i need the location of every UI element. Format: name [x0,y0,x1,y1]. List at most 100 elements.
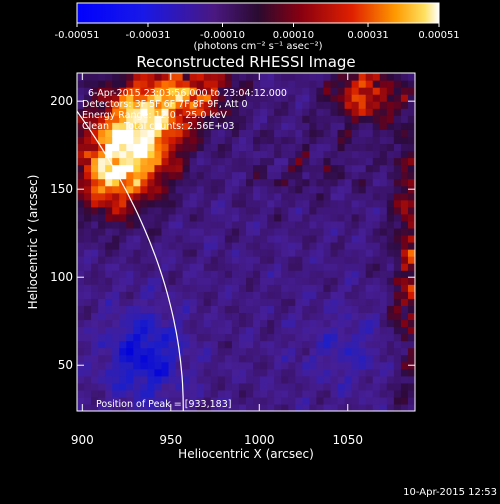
x-tick-label: 1050 [332,433,363,447]
heatmap-cell [161,129,170,137]
heatmap-cell [140,319,149,328]
heatmap-cell [400,80,409,88]
heatmap-cell [309,368,318,377]
heatmap-cell [386,312,395,321]
heatmap-cell [253,129,261,137]
heatmap-cell [351,256,360,264]
x-axis-label: Heliocentric X (arcsec) [178,447,314,461]
heatmap-cell [344,101,353,109]
heatmap-cell [126,73,134,81]
heatmap-cell [224,284,233,292]
heatmap-cell [281,101,289,109]
heatmap-cell [288,94,296,102]
heatmap-cell [288,185,296,194]
heatmap-cell [77,396,85,405]
heatmap-cell [316,178,325,187]
heatmap-cell [309,256,318,264]
heatmap-cell [365,178,374,187]
heatmap-cell [393,150,402,159]
heatmap-cell [274,403,282,411]
heatmap-cell [231,122,240,130]
heatmap-cell [105,249,113,257]
heatmap-cell [126,396,134,405]
heatmap-cell [77,249,85,257]
heatmap-cell [168,73,177,81]
heatmap-cell [189,150,198,159]
heatmap-cell [358,382,367,391]
heatmap-cell [161,291,170,299]
heatmap-cell [126,199,134,208]
heatmap-cell [365,403,374,411]
heatmap-cell [400,73,409,81]
heatmap-cell [400,164,409,173]
heatmap-cell [161,101,170,109]
heatmap-cell [323,361,332,370]
heatmap-cell [260,256,268,264]
heatmap-cell [112,157,120,166]
heatmap-cell [386,213,395,222]
heatmap-cell [133,242,141,250]
heatmap-cell [105,192,113,201]
heatmap-cell [133,108,141,116]
heatmap-cell [217,389,226,398]
heatmap-cell [351,375,360,384]
heatmap-cell [140,361,149,370]
heatmap-cell [267,291,275,299]
heatmap-cell [358,333,367,342]
heatmap-cell [182,129,191,137]
heatmap-cell [372,347,381,356]
heatmap-cell [91,220,99,229]
annotation-detectors: Detectors: 3F 5F 6F 7F 8F 9F, Att 0 [82,99,248,110]
heatmap-cell [358,101,367,109]
heatmap-cell [288,298,296,306]
heatmap-cell [203,73,212,81]
heatmap-cell [274,129,282,137]
heatmap-cell [288,368,296,377]
heatmap-cell [330,403,339,411]
heatmap-cell [98,396,106,405]
heatmap-cell [393,143,402,152]
heatmap-cell [77,143,85,152]
heatmap-cell [182,234,191,243]
heatmap-cell [98,382,106,391]
heatmap-cell [253,263,261,271]
heatmap-cell [323,220,332,229]
heatmap-cell [203,122,212,130]
heatmap-cell [407,136,415,145]
heatmap-cell [105,382,113,391]
heatmap-cell [140,256,149,264]
heatmap-cell [147,136,156,145]
heatmap-cell [344,403,353,411]
heatmap-cell [133,213,141,222]
heatmap-cell [393,73,402,81]
heatmap-cell [267,305,275,314]
heatmap-cell [246,382,254,391]
heatmap-cell [210,157,219,166]
heatmap-cell [91,354,99,363]
heatmap-cell [316,213,325,222]
heatmap-cell [119,185,127,194]
heatmap-cell [295,277,303,285]
heatmap-cell [182,340,191,349]
heatmap-cell [105,368,113,377]
heatmap-cell [161,185,170,194]
heatmap-cell [309,122,318,130]
heatmap-cell [344,389,353,398]
heatmap-cell [295,305,303,314]
heatmap-cell [288,115,296,123]
heatmap-cell [112,277,120,285]
heatmap-cell [337,80,346,88]
heatmap-cell [224,192,233,201]
heatmap-cell [358,213,367,222]
heatmap-cell [393,263,402,271]
solar-limb-line [77,110,184,411]
heatmap-cell [175,227,184,236]
heatmap-cell [112,319,120,328]
heatmap-cell [210,340,219,349]
heatmap-cell [358,129,367,137]
heatmap-cell [84,326,92,335]
heatmap-cell [400,227,409,236]
heatmap-cell [344,396,353,405]
heatmap-cell [295,129,303,137]
heatmap-cell [386,101,395,109]
